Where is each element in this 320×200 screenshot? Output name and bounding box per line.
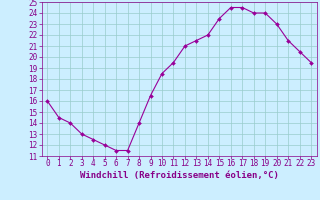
X-axis label: Windchill (Refroidissement éolien,°C): Windchill (Refroidissement éolien,°C) (80, 171, 279, 180)
